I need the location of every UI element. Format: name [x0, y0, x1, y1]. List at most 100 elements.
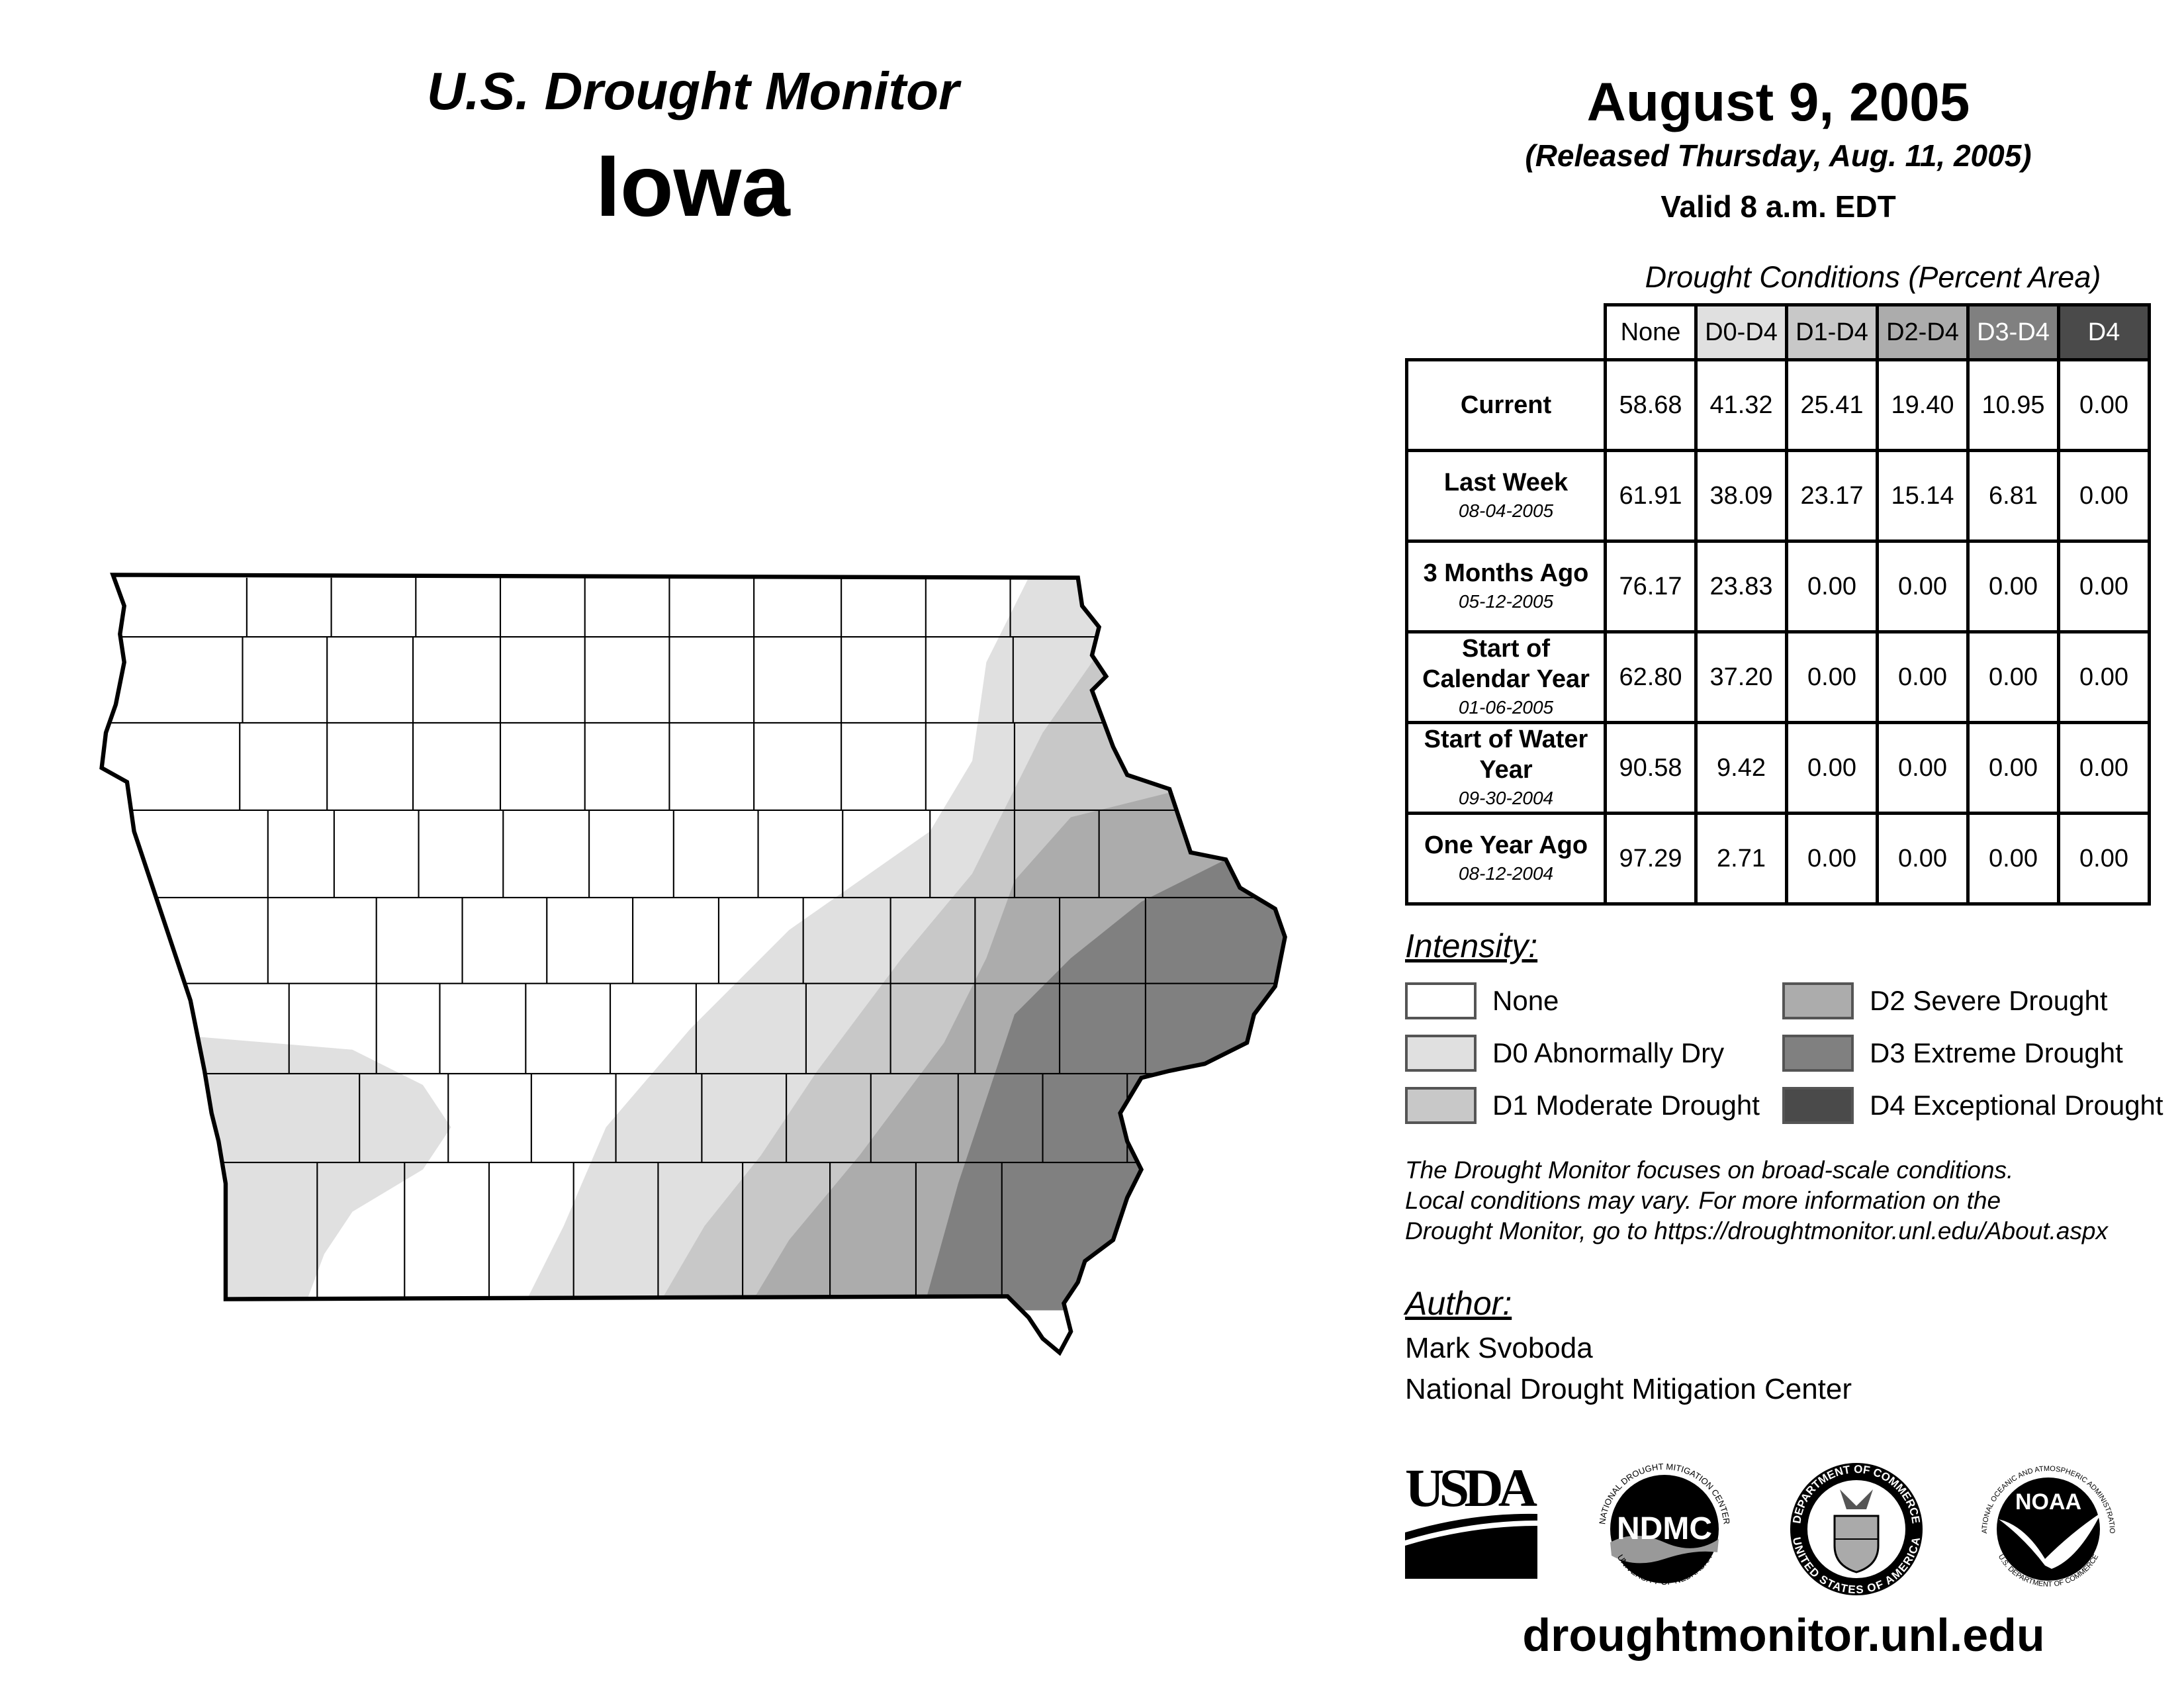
value-cell: 0.00 [1876, 539, 1970, 633]
value-cell: 62.80 [1604, 630, 1698, 724]
row-date: 08-04-2005 [1458, 500, 1554, 521]
table-row: Start of Water Year 09-30-2004 90.58 9.42 0.… [1405, 721, 2151, 815]
value-cell: 61.91 [1604, 449, 1698, 543]
value-cell: 9.42 [1694, 721, 1788, 815]
value-cell: 76.17 [1604, 539, 1698, 633]
value-cell: 0.00 [1876, 812, 1970, 906]
value-cell: 37.20 [1694, 630, 1788, 724]
row-label: Last Week [1443, 469, 1569, 496]
value-cell: 0.00 [2057, 358, 2151, 452]
value-cell: 38.09 [1694, 449, 1788, 543]
value-cell: 0.00 [2057, 812, 2151, 906]
legend-swatch [1405, 982, 1477, 1019]
website-url[interactable]: droughtmonitor.unl.edu [1522, 1609, 2045, 1661]
legend-label: D1 Moderate Drought [1492, 1090, 1760, 1121]
note-line: Local conditions may vary. For more info… [1405, 1187, 2001, 1214]
row-label: One Year Ago [1424, 831, 1588, 859]
value-cell: 97.29 [1604, 812, 1698, 906]
row-label: 3 Months Ago [1423, 559, 1589, 587]
state-name: Iowa [596, 137, 790, 234]
value-cell: 2.71 [1694, 812, 1788, 906]
value-cell: 19.40 [1876, 358, 1970, 452]
value-cell: 0.00 [1785, 721, 1879, 815]
column-header-d3-d4: D3-D4 [1966, 303, 2060, 361]
column-header-d0-d4: D0-D4 [1694, 303, 1788, 361]
drought-conditions-table: None D0-D4 D1-D4 D2-D4 D3-D4 D4 Current 58.68 4… [1405, 303, 2151, 906]
value-cell: 0.00 [1966, 539, 2060, 633]
column-header-none: None [1604, 303, 1698, 361]
legend-item: D4 Exceptional Drought [1782, 1087, 2163, 1124]
value-cell: 23.83 [1694, 539, 1788, 633]
note-line: Drought Monitor, go to https://droughtmo… [1405, 1217, 2108, 1244]
table-row: Start of Calendar Year 01-06-2005 62.80 37.… [1405, 630, 2151, 724]
value-cell: 0.00 [1966, 721, 2060, 815]
disclaimer-note: The Drought Monitor focuses on broad-sca… [1405, 1155, 2108, 1246]
corner-cell [1406, 305, 1607, 361]
column-header-d4: D4 [2057, 303, 2151, 361]
value-cell: 0.00 [1785, 539, 1879, 633]
row-date: 01-06-2005 [1458, 697, 1554, 718]
row-label: Start of Water Year [1424, 726, 1588, 784]
usda-logo-text: USDA [1405, 1460, 1537, 1518]
county-lines [101, 577, 1285, 1303]
row-label-cell: 3 Months Ago 05-12-2005 [1405, 539, 1607, 633]
row-date: 05-12-2005 [1458, 591, 1554, 612]
noaa-logo-text: NOAA [2015, 1489, 2081, 1515]
value-cell: 0.00 [1876, 721, 1970, 815]
legend-swatch [1782, 982, 1854, 1019]
value-cell: 58.68 [1604, 358, 1698, 452]
value-cell: 0.00 [1785, 630, 1879, 724]
legend-item: D0 Abnormally Dry [1405, 1035, 1724, 1072]
legend-swatch [1782, 1087, 1854, 1124]
value-cell: 0.00 [2057, 539, 2151, 633]
legend-swatch [1405, 1087, 1477, 1124]
legend-label: D2 Severe Drought [1870, 985, 2108, 1016]
release-date: (Released Thursday, Aug. 11, 2005) [1525, 138, 2032, 173]
value-cell: 90.58 [1604, 721, 1698, 815]
row-label-cell: Last Week 08-04-2005 [1405, 449, 1607, 543]
column-header-d2-d4: D2-D4 [1876, 303, 1970, 361]
map-date: August 9, 2005 [1586, 72, 1970, 132]
ndmc-logo: NDMC NATIONAL DROUGHT MITIGATION CENTER … [1597, 1462, 1732, 1587]
table-row: Last Week 08-04-2005 61.91 38.09 23.17 15.14 6… [1405, 449, 2151, 543]
row-label: Start of Calendar Year [1422, 635, 1590, 693]
legend-label: None [1492, 985, 1559, 1016]
value-cell: 25.41 [1785, 358, 1879, 452]
valid-time: Valid 8 a.m. EDT [1661, 189, 1896, 224]
row-date: 08-12-2004 [1458, 863, 1554, 884]
table-row: Current 58.68 41.32 25.41 19.40 10.95 0.00 [1405, 358, 2151, 452]
column-header-d1-d4: D1-D4 [1785, 303, 1879, 361]
note-line: The Drought Monitor focuses on broad-sca… [1405, 1156, 2014, 1184]
value-cell: 0.00 [1785, 812, 1879, 906]
value-cell: 41.32 [1694, 358, 1788, 452]
author-heading: Author: [1405, 1285, 1512, 1322]
legend-swatch [1405, 1035, 1477, 1072]
row-label: Current [1460, 391, 1552, 419]
usda-logo: USDA [1405, 1460, 1537, 1579]
value-cell: 0.00 [2057, 721, 2151, 815]
value-cell: 15.14 [1876, 449, 1970, 543]
value-cell: 0.00 [2057, 449, 2151, 543]
legend-title: Intensity: [1405, 927, 1538, 964]
value-cell: 10.95 [1966, 358, 2060, 452]
value-cell: 0.00 [1876, 630, 1970, 724]
value-cell: 0.00 [1966, 630, 2060, 724]
map-title: U.S. Drought Monitor [426, 62, 960, 120]
value-cell: 0.00 [2057, 630, 2151, 724]
legend-item: D1 Moderate Drought [1405, 1087, 1760, 1124]
legend-item: D2 Severe Drought [1782, 982, 2108, 1019]
legend-item: None [1405, 982, 1559, 1019]
legend-item: D3 Extreme Drought [1782, 1035, 2123, 1072]
value-cell: 23.17 [1785, 449, 1879, 543]
noaa-logo: NOAA NATIONAL OCEANIC AND ATMOSPHERIC AD… [1979, 1460, 2116, 1589]
legend-label: D4 Exceptional Drought [1870, 1090, 2163, 1121]
commerce-seal: DEPARTMENT OF COMMERCE UNITED STATES OF … [1790, 1463, 1923, 1596]
legend-label: D0 Abnormally Dry [1492, 1037, 1725, 1068]
row-label-cell: One Year Ago 08-12-2004 [1405, 812, 1607, 906]
row-label-cell: Start of Water Year 09-30-2004 [1405, 721, 1607, 815]
legend-swatch [1782, 1035, 1854, 1072]
value-cell: 0.00 [1966, 812, 2060, 906]
table-row: 3 Months Ago 05-12-2005 76.17 23.83 0.00 0.00… [1405, 539, 2151, 633]
author-org: National Drought Mitigation Center [1405, 1373, 1852, 1405]
